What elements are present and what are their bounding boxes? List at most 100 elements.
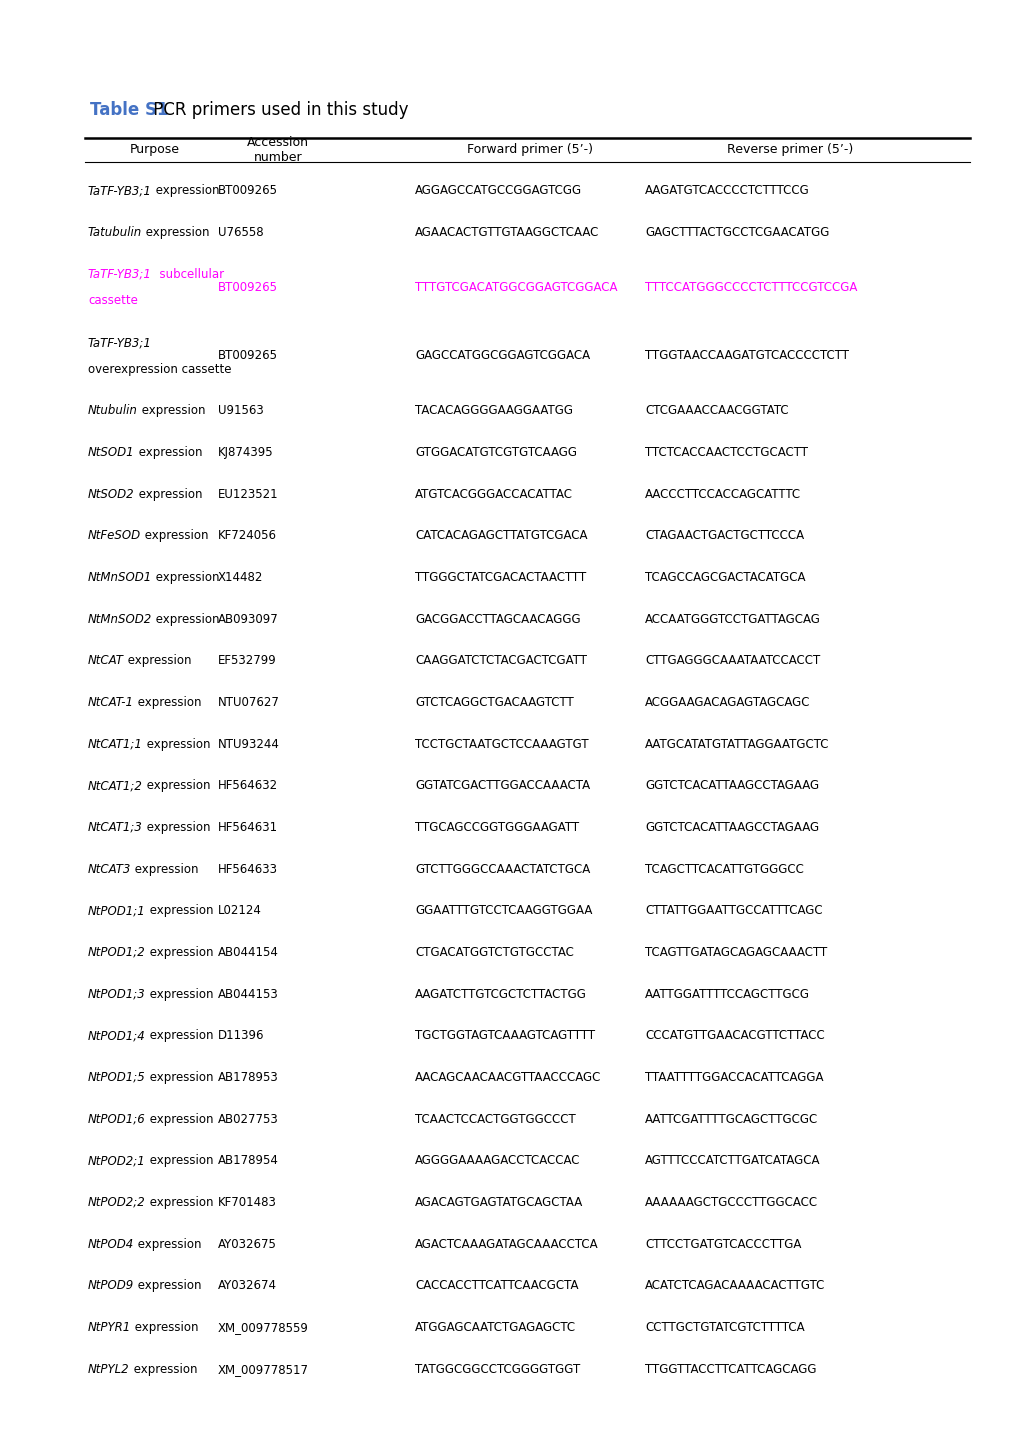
Text: NtPOD2;2: NtPOD2;2 [88,1196,146,1209]
Text: NtFeSOD: NtFeSOD [88,530,141,543]
Text: cassette: cassette [88,294,138,307]
Text: KF701483: KF701483 [218,1196,276,1209]
Text: Reverse primer (5’-): Reverse primer (5’-) [727,143,852,156]
Text: CCCATGTTGAACACGTTCTTACC: CCCATGTTGAACACGTTCTTACC [644,1029,824,1042]
Text: AGACAGTGAGTATGCAGCTAA: AGACAGTGAGTATGCAGCTAA [415,1196,583,1209]
Text: expression: expression [131,1320,199,1333]
Text: AB027753: AB027753 [218,1113,278,1126]
Text: expression: expression [138,404,205,417]
Text: NtPOD4: NtPOD4 [88,1238,135,1251]
Text: TGCTGGTAGTCAAAGTCAGTTTT: TGCTGGTAGTCAAAGTCAGTTTT [415,1029,594,1042]
Text: AGAACACTGTTGTAAGGCTCAAC: AGAACACTGTTGTAAGGCTCAAC [415,227,599,240]
Text: expression: expression [146,905,213,918]
Text: GGTCTCACATTAAGCCTAGAAG: GGTCTCACATTAAGCCTAGAAG [644,779,818,792]
Text: GGAATTTGTCCTCAAGGTGGAA: GGAATTTGTCCTCAAGGTGGAA [415,905,592,918]
Text: AB178954: AB178954 [218,1154,278,1167]
Text: Accession
number: Accession number [247,136,309,165]
Text: NtSOD1: NtSOD1 [88,446,135,459]
Text: XM_009778559: XM_009778559 [218,1320,309,1333]
Text: AACAGCAACAACGTTAACCCAGC: AACAGCAACAACGTTAACCCAGC [415,1071,601,1084]
Text: TCAGTTGATAGCAGAGCAAACTT: TCAGTTGATAGCAGAGCAAACTT [644,947,826,960]
Text: expression: expression [133,696,202,709]
Text: GTCTTGGGCCAAACTATCTGCA: GTCTTGGGCCAAACTATCTGCA [415,863,590,876]
Text: L02124: L02124 [218,905,262,918]
Text: AAGATCTTGTCGCTCTTACTGG: AAGATCTTGTCGCTCTTACTGG [415,987,586,1000]
Text: expression: expression [152,571,219,584]
Text: HF564631: HF564631 [218,821,278,834]
Text: expression: expression [135,1280,202,1293]
Text: ATGTCACGGGACCACATTAC: ATGTCACGGGACCACATTAC [415,488,573,501]
Text: expression: expression [135,1238,202,1251]
Text: CCTTGCTGTATCGTCTTTTCA: CCTTGCTGTATCGTCTTTTCA [644,1320,804,1333]
Text: NtCAT-1: NtCAT-1 [88,696,133,709]
Text: D11396: D11396 [218,1029,264,1042]
Text: KF724056: KF724056 [218,530,277,543]
Text: AATTCGATTTTGCAGCTTGCGC: AATTCGATTTTGCAGCTTGCGC [644,1113,817,1126]
Text: AGGGGAAAAGACCTCACCAC: AGGGGAAAAGACCTCACCAC [415,1154,580,1167]
Text: expression: expression [146,947,213,960]
Text: HF564632: HF564632 [218,779,278,792]
Text: expression: expression [146,987,213,1000]
Text: GTGGACATGTCGTGTCAAGG: GTGGACATGTCGTGTCAAGG [415,446,577,459]
Text: TCAGCTTCACATTGTGGGCC: TCAGCTTCACATTGTGGGCC [644,863,803,876]
Text: AATGCATATGTATTAGGAATGCTC: AATGCATATGTATTAGGAATGCTC [644,737,828,750]
Text: NtMnSOD2: NtMnSOD2 [88,613,152,626]
Text: NtPYL2: NtPYL2 [88,1362,129,1375]
Text: NTU93244: NTU93244 [218,737,279,750]
Text: NtPOD1;1: NtPOD1;1 [88,905,146,918]
Text: expression: expression [152,613,219,626]
Text: TTGCAGCCGGTGGGAAGATT: TTGCAGCCGGTGGGAAGATT [415,821,579,834]
Text: U76558: U76558 [218,227,263,240]
Text: GAGCTTTACTGCCTCGAACATGG: GAGCTTTACTGCCTCGAACATGG [644,227,828,240]
Text: expression: expression [141,530,209,543]
Text: AGACTCAAAGATAGCAAACCTCA: AGACTCAAAGATAGCAAACCTCA [415,1238,598,1251]
Text: NTU07627: NTU07627 [218,696,279,709]
Text: NtCAT1;1: NtCAT1;1 [88,737,143,750]
Text: TTTCCATGGGCCCCTCTTTCCGTCCGA: TTTCCATGGGCCCCTCTTTCCGTCCGA [644,281,857,294]
Text: NtPOD1;4: NtPOD1;4 [88,1029,146,1042]
Text: AACCCTTCCACCAGCATTTC: AACCCTTCCACCAGCATTTC [644,488,800,501]
Text: subcellular: subcellular [152,268,224,281]
Text: NtCAT: NtCAT [88,654,123,667]
Text: NtMnSOD1: NtMnSOD1 [88,571,152,584]
Text: AAAAAAGCTGCCCTTGGCACC: AAAAAAGCTGCCCTTGGCACC [644,1196,817,1209]
Text: U91563: U91563 [218,404,264,417]
Text: CTTGAGGGCAAATAATCCACCT: CTTGAGGGCAAATAATCCACCT [644,654,819,667]
Text: KJ874395: KJ874395 [218,446,273,459]
Text: Table S1: Table S1 [90,101,168,118]
Text: NtPOD2;1: NtPOD2;1 [88,1154,146,1167]
Text: TCCTGCTAATGCTCCAAAGTGT: TCCTGCTAATGCTCCAAAGTGT [415,737,588,750]
Text: AATTGGATTTTCCAGCTTGCG: AATTGGATTTTCCAGCTTGCG [644,987,809,1000]
Text: ATGGAGCAATCTGAGAGCTC: ATGGAGCAATCTGAGAGCTC [415,1320,576,1333]
Text: CATCACAGAGCTTATGTCGACA: CATCACAGAGCTTATGTCGACA [415,530,587,543]
Text: NtCAT1;2: NtCAT1;2 [88,779,143,792]
Text: TaTF-YB3;1: TaTF-YB3;1 [88,268,152,281]
Text: AGGAGCCATGCCGGAGTCGG: AGGAGCCATGCCGGAGTCGG [415,185,582,198]
Text: TCAGCCAGCGACTACATGCA: TCAGCCAGCGACTACATGCA [644,571,805,584]
Text: XM_009778517: XM_009778517 [218,1362,309,1375]
Text: expression: expression [135,488,202,501]
Text: GAGCCATGGCGGAGTCGGACA: GAGCCATGGCGGAGTCGGACA [415,349,590,362]
Text: HF564633: HF564633 [218,863,278,876]
Text: AGTTTCCCATCTTGATCATAGCA: AGTTTCCCATCTTGATCATAGCA [644,1154,819,1167]
Text: NtCAT3: NtCAT3 [88,863,131,876]
Text: AB044154: AB044154 [218,947,278,960]
Text: NtPOD1;5: NtPOD1;5 [88,1071,146,1084]
Text: expression: expression [123,654,192,667]
Text: BT009265: BT009265 [218,281,278,294]
Text: NtPOD1;6: NtPOD1;6 [88,1113,146,1126]
Text: Forward primer (5’-): Forward primer (5’-) [467,143,592,156]
Text: expression: expression [142,227,210,240]
Text: BT009265: BT009265 [218,349,278,362]
Text: CTTCCTGATGTCACCCTTGA: CTTCCTGATGTCACCCTTGA [644,1238,801,1251]
Text: ACATCTCAGACAAAACACTTGTC: ACATCTCAGACAAAACACTTGTC [644,1280,824,1293]
Text: TTTGTCGACATGGCGGAGTCGGACA: TTTGTCGACATGGCGGAGTCGGACA [415,281,616,294]
Text: GGTCTCACATTAAGCCTAGAAG: GGTCTCACATTAAGCCTAGAAG [644,821,818,834]
Text: TaTF-YB3;1: TaTF-YB3;1 [88,185,152,198]
Text: TCAACTCCACTGGTGGCCCT: TCAACTCCACTGGTGGCCCT [415,1113,575,1126]
Text: expression: expression [143,779,210,792]
Text: ACCAATGGGTCCTGATTAGCAG: ACCAATGGGTCCTGATTAGCAG [644,613,820,626]
Text: CTAGAACTGACTGCTTCCCA: CTAGAACTGACTGCTTCCCA [644,530,803,543]
Text: TATGGCGGCCTCGGGGTGGT: TATGGCGGCCTCGGGGTGGT [415,1362,580,1375]
Text: NtCAT1;3: NtCAT1;3 [88,821,143,834]
